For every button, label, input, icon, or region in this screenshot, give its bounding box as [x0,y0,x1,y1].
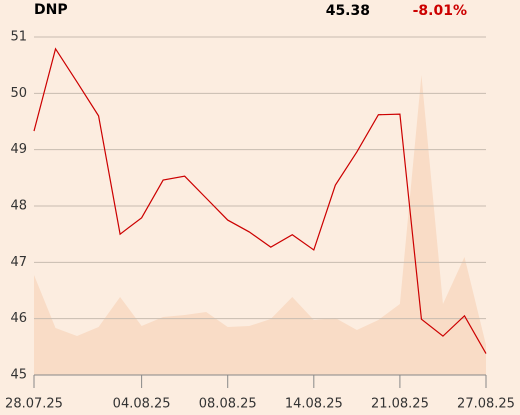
ticker-name: DNP [34,2,68,18]
x-tick-label: 08.08.25 [199,397,257,412]
x-tick-label: 27.08.25 [457,397,515,412]
x-tick-label: 14.08.25 [285,397,343,412]
y-tick-label: 48 [10,199,27,214]
y-tick-label: 46 [10,311,27,326]
volume-area [34,75,486,375]
price-change: -8.01% [413,3,467,19]
plot-area: 45 46 47 48 49 50 51 28.07.25 04.08.25 08.08.25 14… [5,30,515,412]
y-tick-label: 51 [10,30,27,45]
x-tick-label: 21.08.25 [371,397,429,412]
y-tick-label: 50 [10,86,27,101]
x-tick-label: 28.07.25 [5,397,63,412]
y-tick-label: 47 [10,255,27,270]
price-line [33,47,487,354]
y-tick-label: 45 [10,368,27,383]
x-tick-label: 04.08.25 [113,397,171,412]
last-price: 45.38 [326,3,370,19]
y-tick-label: 49 [10,142,27,157]
